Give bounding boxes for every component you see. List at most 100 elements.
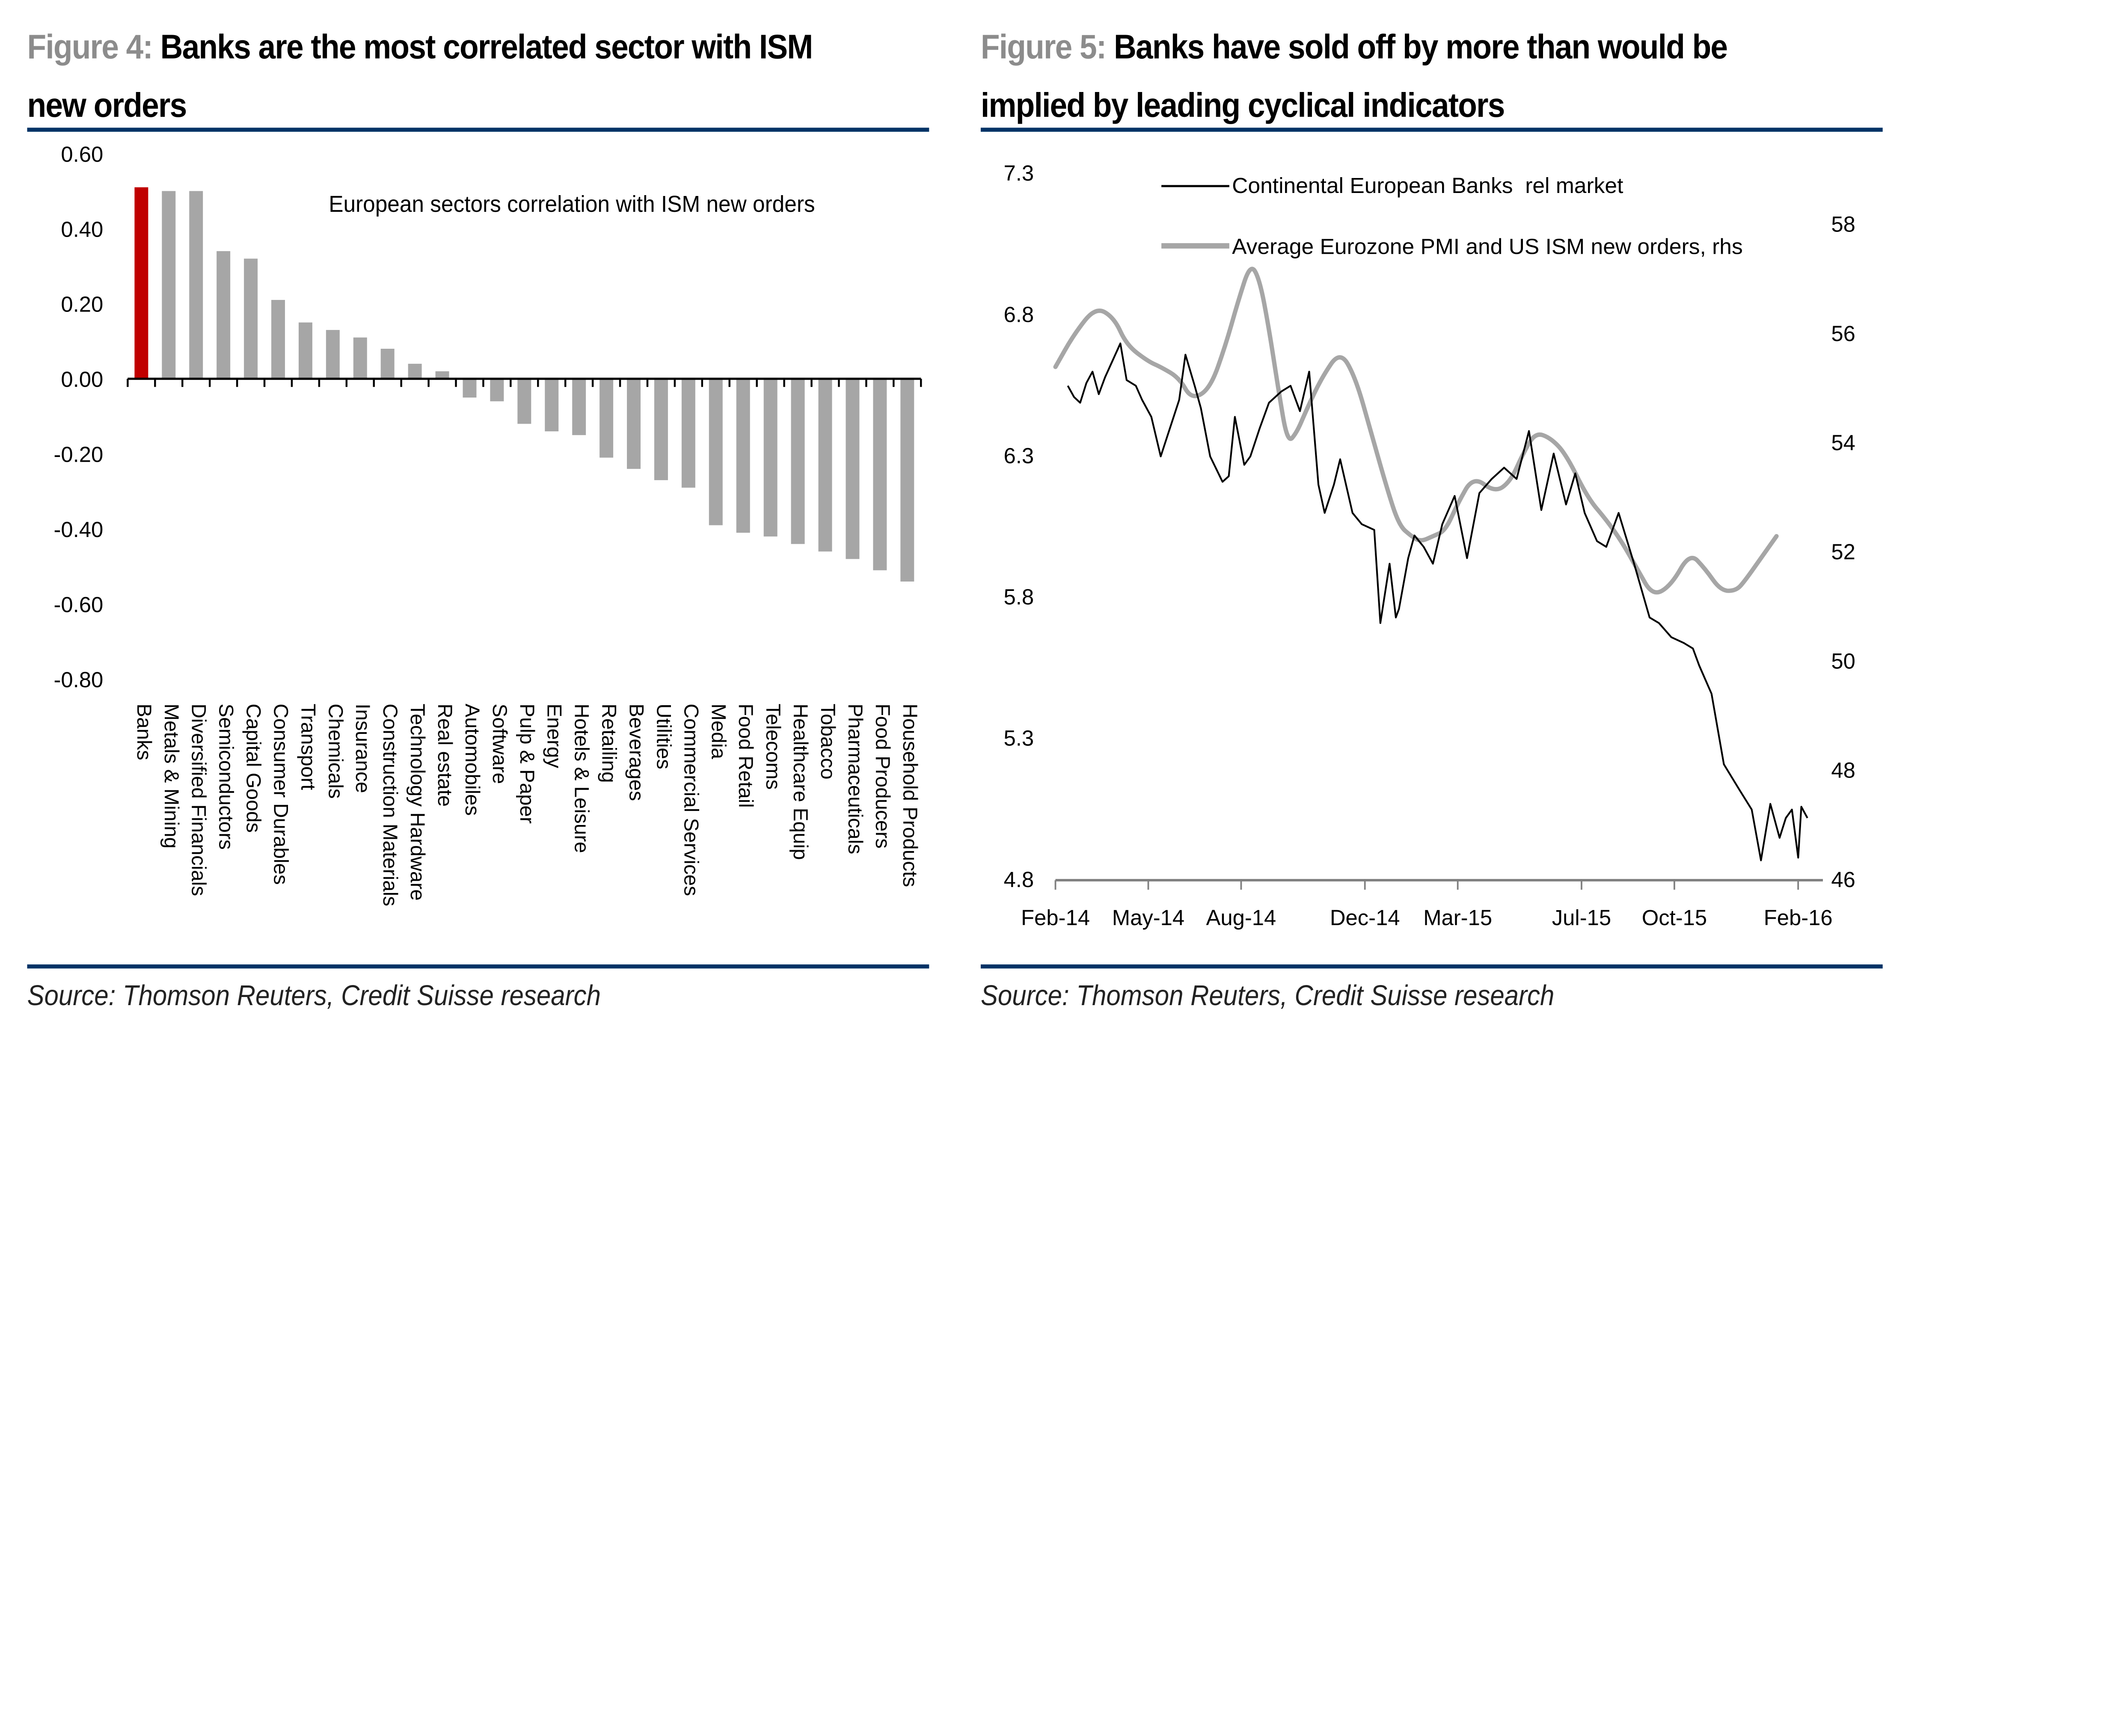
bar-category-label: Automobiles	[461, 703, 484, 816]
bar-y-axis: 0.60 0.40 0.20 0.00 -0.20 -0.40 -0.60 -0.80	[54, 142, 104, 692]
bar-category-label: Food Producers	[871, 703, 894, 849]
line-left-tick-label: 6.8	[1004, 302, 1034, 326]
bar-category-label: Pulp & Paper	[516, 703, 538, 824]
bar-healthcare-equip	[791, 379, 805, 544]
figure-4-top-rule	[27, 128, 929, 132]
bar-software	[490, 379, 504, 401]
line-left-tick-label: 5.8	[1004, 585, 1034, 609]
bar-category-labels: Banks Metals & Mining Diversified Financia…	[133, 703, 921, 906]
bar-category-label: Telecoms	[762, 703, 784, 789]
bar-transport	[298, 322, 312, 379]
figure-5-top-rule	[980, 128, 1883, 132]
figure-5-number: Figure 5:	[980, 28, 1107, 67]
line-x-tick-label: May-14	[1112, 905, 1184, 930]
line-left-tick-label: 6.3	[1004, 443, 1034, 468]
bar-capital-goods	[244, 258, 258, 379]
bar-real-estate	[435, 371, 449, 379]
bar-series	[134, 187, 914, 582]
figure-5-title-text: Banks have sold off by more than would b…	[980, 28, 1728, 125]
bar-category-label: Software	[488, 703, 511, 784]
line-right-tick-label: 48	[1831, 758, 1855, 783]
bar-category-label: Food Retail	[734, 703, 757, 807]
bar-diversified-financials	[189, 191, 203, 379]
bar-y-tick-label: 0.40	[61, 217, 103, 241]
bar-category-label: Utilities	[652, 703, 675, 769]
line-right-tick-label: 58	[1831, 212, 1855, 237]
bar-construction-materials	[380, 349, 395, 379]
bar-beverages	[627, 379, 641, 469]
bar-y-tick-label: -0.80	[54, 668, 104, 692]
bar-hotels-leisure	[572, 379, 586, 435]
legend-label-pmi: Average Eurozone PMI and US ISM new orde…	[1232, 234, 1743, 259]
line-y-axis-left: 7.3 6.8 6.3 5.8 5.3 4.8	[1004, 161, 1034, 892]
bar-y-tick-label: 0.20	[61, 292, 103, 317]
bar-category-label: Semiconductors	[215, 703, 237, 849]
bar-category-label: Beverages	[625, 703, 647, 801]
bar-metals-mining	[162, 191, 176, 379]
bar-y-tick-label: 0.60	[61, 142, 103, 166]
bar-utilities	[654, 379, 668, 481]
bar-category-label: Commercial Services	[680, 703, 702, 896]
line-series-group	[1053, 267, 1808, 861]
line-y-axis-right: 58 56 54 52 50 48 46	[1831, 212, 1855, 892]
bar-category-label: Healthcare Equip	[789, 703, 812, 860]
line-left-tick-label: 7.3	[1004, 161, 1034, 185]
bar-chart-title: European sectors correlation with ISM ne…	[329, 191, 815, 217]
bar-retailing	[599, 379, 614, 458]
bar-category-label: Chemicals	[324, 703, 347, 798]
bar-consumer-durables	[271, 300, 285, 379]
bar-pulp-paper	[517, 379, 531, 424]
figure-4-source: Source: Thomson Reuters, Credit Suisse r…	[27, 980, 601, 1012]
figure-4-title: Figure 4: Banks are the most correlated …	[27, 19, 857, 136]
line-legend: Continental European Banks rel market Av…	[1161, 173, 1743, 259]
figure-4-bottom-rule	[27, 964, 929, 969]
line-x-tick-label: Aug-14	[1206, 905, 1276, 930]
series-pmi-line	[1053, 267, 1779, 595]
line-right-tick-label: 50	[1831, 649, 1855, 673]
bar-tobacco	[818, 379, 832, 552]
bar-category-label: Hotels & Leisure	[570, 703, 593, 853]
line-right-tick-label: 46	[1831, 867, 1855, 892]
bar-technology-hardware	[408, 364, 422, 379]
bar-category-label: Consumer Durables	[269, 703, 292, 884]
bar-automobiles	[463, 379, 477, 398]
bar-y-tick-label: 0.00	[61, 367, 103, 392]
bar-category-label: Diversified Financials	[187, 703, 210, 896]
bar-x-axis	[127, 377, 922, 387]
line-x-tick-label: Feb-16	[1764, 905, 1833, 930]
bar-category-label: Retailing	[598, 703, 620, 783]
line-right-tick-label: 56	[1831, 321, 1855, 346]
bar-chart: 0.60 0.40 0.20 0.00 -0.20 -0.40 -0.60 -0.80 Ban…	[54, 142, 922, 906]
line-x-tick-label: Mar-15	[1423, 905, 1492, 930]
bar-banks	[134, 187, 148, 379]
bar-food-producers	[873, 379, 887, 570]
bar-energy	[545, 379, 559, 432]
bar-insurance	[353, 337, 367, 379]
figure-5-bottom-rule	[980, 964, 1883, 969]
bar-y-tick-label: -0.60	[54, 593, 104, 617]
line-left-tick-label: 5.3	[1004, 726, 1034, 751]
figure-5-source: Source: Thomson Reuters, Credit Suisse r…	[980, 980, 1555, 1012]
line-chart: 7.3 6.8 6.3 5.8 5.3 4.8 58 56 54 52 50 48 46 Feb-14…	[1004, 161, 1855, 930]
line-x-axis: Feb-14 May-14 Aug-14 Dec-14 Mar-15 Jul-15 Oct-…	[1021, 879, 1833, 930]
bar-category-label: Household Products	[899, 703, 921, 887]
bar-category-label: Metals & Mining	[160, 703, 183, 849]
bar-category-label: Real estate	[433, 703, 456, 807]
line-left-tick-label: 4.8	[1004, 867, 1034, 892]
bar-category-label: Transport	[297, 703, 319, 790]
bar-y-tick-label: -0.40	[54, 517, 104, 542]
bar-food-retail	[736, 379, 750, 533]
bar-category-label: Construction Materials	[379, 703, 401, 906]
line-x-tick-label: Feb-14	[1021, 905, 1090, 930]
line-right-tick-label: 52	[1831, 540, 1855, 564]
bar-pharmaceuticals	[846, 379, 860, 559]
bar-category-label: Media	[707, 703, 730, 759]
bar-telecoms	[763, 379, 778, 537]
line-right-tick-label: 54	[1831, 430, 1855, 455]
bar-household-products	[900, 379, 914, 582]
bar-category-label: Energy	[543, 703, 566, 768]
bar-category-label: Capital Goods	[242, 703, 265, 833]
bar-semiconductors	[217, 251, 231, 379]
bar-category-label: Pharmaceuticals	[844, 703, 867, 854]
